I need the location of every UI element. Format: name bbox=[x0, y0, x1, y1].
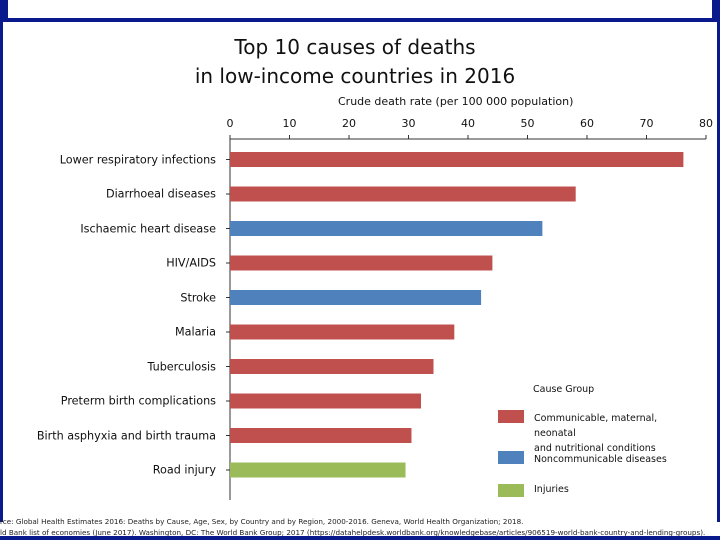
bar bbox=[230, 186, 576, 202]
bar bbox=[230, 359, 434, 374]
legend-label-communicable-line-1: Communicable, maternal, neonatal bbox=[534, 413, 658, 439]
category-label: HIV/AIDS bbox=[166, 256, 216, 270]
source-line-2: ld Bank list of economies (June 2017). W… bbox=[0, 528, 706, 537]
top-frame-inner bbox=[8, 0, 712, 18]
x-tick-label: 70 bbox=[639, 117, 654, 130]
chart-title-line-2: in low-income countries in 2016 bbox=[194, 64, 516, 88]
left-frame-rule bbox=[0, 22, 3, 522]
bar bbox=[230, 152, 684, 167]
legend-label-noncommunicable: Noncommunicable diseases bbox=[534, 454, 667, 465]
bar bbox=[230, 324, 455, 340]
category-label: Ischaemic heart disease bbox=[80, 222, 216, 235]
legend-label-communicable-line-2: and nutritional conditions bbox=[534, 443, 656, 454]
legend-swatch-communicable bbox=[498, 410, 524, 423]
x-tick-label: 10 bbox=[282, 117, 297, 130]
category-label: Malaria bbox=[174, 325, 216, 339]
x-tick-label: 0 bbox=[226, 117, 234, 130]
bar bbox=[230, 255, 493, 271]
category-label: Birth asphyxia and birth trauma bbox=[36, 429, 216, 442]
bar bbox=[230, 393, 421, 409]
source-line-1: rce: Global Health Estimates 2016: Death… bbox=[0, 517, 524, 526]
category-label: Lower respiratory infections bbox=[59, 153, 216, 166]
category-label: Tuberculosis bbox=[147, 360, 216, 373]
x-tick-label: 40 bbox=[461, 117, 475, 130]
legend-label-injuries: Injuries bbox=[534, 484, 569, 495]
bar bbox=[230, 221, 543, 236]
x-tick-label: 60 bbox=[580, 117, 594, 130]
category-label: Preterm birth complications bbox=[60, 394, 216, 408]
x-tick-label: 30 bbox=[401, 117, 416, 130]
category-label: Road injury bbox=[152, 463, 216, 477]
bar bbox=[230, 462, 406, 478]
x-axis-label: Crude death rate (per 100 000 population… bbox=[338, 95, 574, 108]
chart-title-line-1: Top 10 causes of deaths bbox=[234, 35, 476, 59]
x-tick-label: 50 bbox=[520, 117, 535, 130]
x-tick-label: 20 bbox=[342, 117, 356, 130]
bottom-frame-bar bbox=[0, 536, 720, 540]
top-frame-bar bbox=[0, 0, 720, 22]
bar bbox=[230, 290, 482, 305]
chart-title: Top 10 causes of deaths in low-income co… bbox=[145, 33, 565, 91]
category-label: Stroke bbox=[180, 291, 216, 304]
legend-title: Cause Group bbox=[533, 384, 595, 395]
category-label: Diarrhoeal diseases bbox=[105, 187, 216, 201]
right-frame-rule bbox=[717, 22, 720, 522]
legend-label-communicable: Communicable, maternal, neonatal and nut… bbox=[534, 411, 684, 456]
x-tick-label: 80 bbox=[699, 117, 713, 130]
legend-swatch-noncommunicable bbox=[498, 451, 524, 464]
legend-swatch-injuries bbox=[498, 484, 524, 497]
bar bbox=[230, 428, 412, 443]
